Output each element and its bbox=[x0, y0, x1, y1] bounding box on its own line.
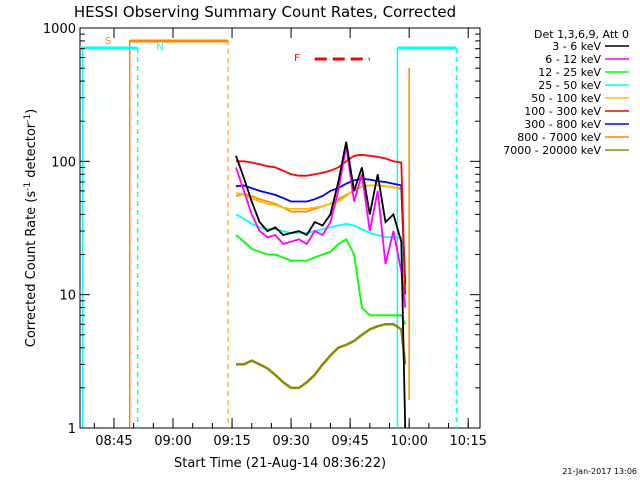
x-axis-ticks: 08:45 09:00 09:15 09:30 09:45 10:00 10:15 bbox=[93, 28, 487, 449]
legend-label: 6 - 12 keV bbox=[545, 53, 601, 66]
x-tick-label: 09:15 bbox=[213, 434, 250, 449]
y-axis-ticks: 1 10 100 1000 bbox=[43, 22, 480, 437]
y-tick-label: 1 bbox=[68, 422, 76, 437]
legend-title: Det 1,3,6,9, Att 0 bbox=[534, 28, 629, 41]
chart-title: HESSI Observing Summary Count Rates, Cor… bbox=[74, 3, 456, 21]
y-axis-label: Corrected Count Rate (s-1 detector-1) bbox=[23, 109, 39, 347]
y-axis-label-mid: detector bbox=[24, 122, 39, 182]
x-tick-label: 09:45 bbox=[331, 434, 368, 449]
series-line bbox=[235, 177, 407, 285]
annotation-s: S bbox=[105, 36, 111, 47]
footer-date: 21-Jan-2017 13:06 bbox=[562, 467, 637, 476]
plot-frame bbox=[79, 27, 481, 429]
y-axis-label-end: ) bbox=[24, 109, 39, 114]
x-tick-label: 10:15 bbox=[449, 434, 486, 449]
y-axis-label-sup1: -1 bbox=[23, 182, 33, 191]
legend-label: 7000 - 20000 keV bbox=[503, 144, 601, 157]
legend-label: 12 - 25 keV bbox=[538, 66, 601, 79]
y-tick-label: 10 bbox=[59, 289, 76, 304]
y-axis-label-main: Corrected Count Rate (s bbox=[24, 191, 39, 348]
annotation-n: N bbox=[156, 42, 163, 53]
series-line bbox=[235, 145, 407, 308]
legend-label: 50 - 100 keV bbox=[531, 92, 601, 105]
series-lines bbox=[235, 141, 407, 429]
legend-label: 300 - 800 keV bbox=[524, 118, 601, 131]
y-axis-label-sup2: -1 bbox=[23, 114, 33, 123]
x-axis-label: Start Time (21-Aug-14 08:36:22) bbox=[174, 456, 386, 471]
series-line bbox=[235, 141, 407, 429]
x-tick-label: 09:00 bbox=[154, 434, 191, 449]
x-tick-label: 08:45 bbox=[95, 434, 132, 449]
series-line bbox=[236, 322, 407, 390]
series-line bbox=[235, 234, 407, 325]
legend-label: 3 - 6 keV bbox=[552, 40, 601, 53]
legend-label: 25 - 50 keV bbox=[538, 79, 601, 92]
x-tick-label: 10:00 bbox=[390, 434, 427, 449]
y-tick-label: 1000 bbox=[43, 22, 76, 37]
series-line bbox=[236, 153, 407, 295]
legend-label: 100 - 300 keV bbox=[524, 105, 601, 118]
legend-label: 800 - 7000 keV bbox=[517, 131, 601, 144]
x-tick-label: 09:30 bbox=[272, 434, 309, 449]
annotation-f: F bbox=[294, 53, 300, 64]
y-tick-label: 100 bbox=[51, 155, 76, 170]
